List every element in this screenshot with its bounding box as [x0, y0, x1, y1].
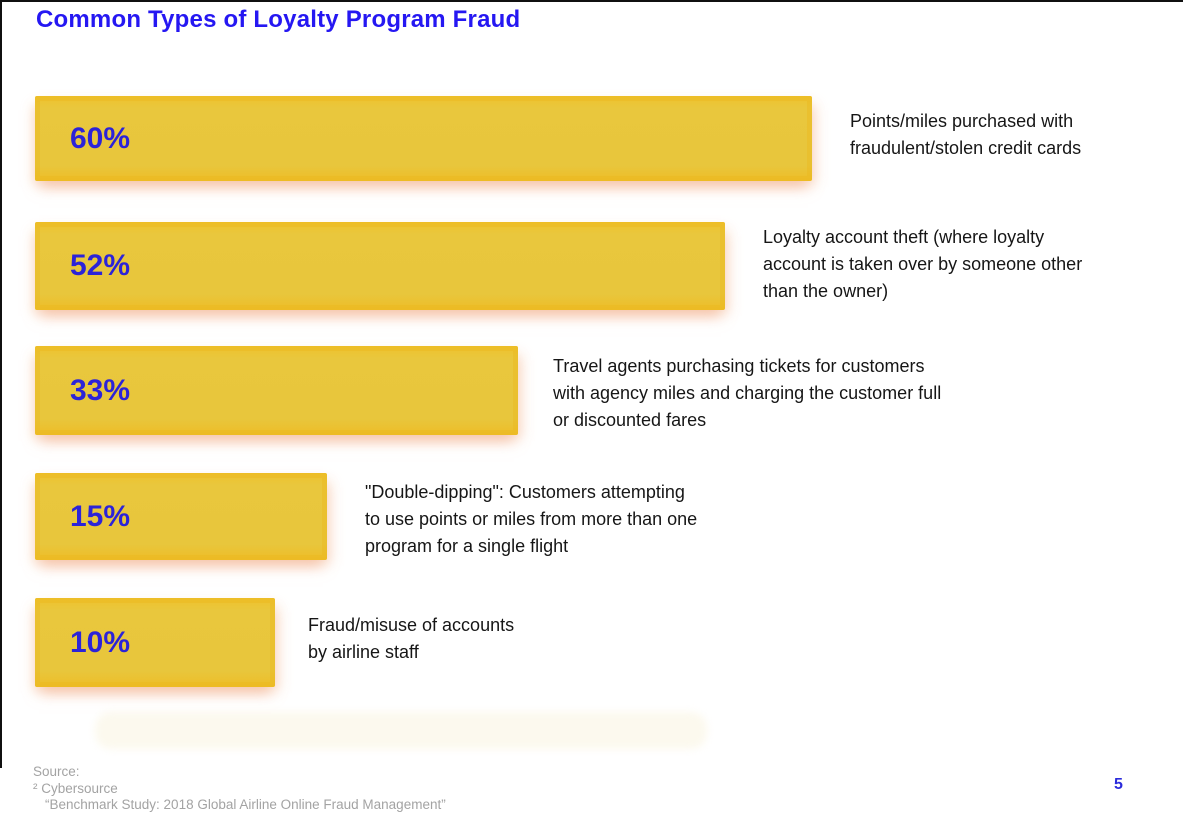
- bar-description: "Double-dipping": Customers attempting t…: [365, 482, 698, 556]
- source-label: Source:: [33, 764, 80, 779]
- bar-value-label: 33%: [70, 373, 131, 407]
- bar-value-label: 52%: [70, 249, 131, 282]
- chart-title: Common Types of Loyalty Program Fraud: [36, 6, 521, 33]
- bar-double-dipping: 15%: [35, 473, 327, 560]
- bar-description: Fraud/misuse of accounts by airline staf…: [308, 615, 515, 662]
- source-study-title: “Benchmark Study: 2018 Global Airline On…: [45, 797, 446, 812]
- bar-description: Points/miles purchased with fraudulent/s…: [850, 111, 1082, 158]
- bar-travel-agents: 33%: [35, 346, 518, 435]
- page-number: 5: [1114, 776, 1123, 793]
- top-edge-line: [0, 0, 1183, 2]
- bar-fraud-misuse-staff: 10%: [35, 598, 275, 687]
- bar-value-label: 10%: [70, 625, 131, 659]
- source-citation: ² Cybersource: [33, 780, 118, 796]
- faded-bar-artifact: [95, 712, 707, 749]
- bar-description: Loyalty account theft (where loyalty acc…: [763, 227, 1083, 301]
- source-note: Source: ² Cybersource “Benchmark Study: …: [33, 764, 446, 814]
- bar-points-miles-purchased: 60%: [35, 96, 812, 181]
- bar-description: Travel agents purchasing tickets for cus…: [553, 356, 942, 430]
- bar-value-label: 15%: [70, 499, 131, 533]
- bar-loyalty-account-theft: 52%: [35, 222, 725, 310]
- left-edge-line: [0, 0, 2, 768]
- bar-value-label: 60%: [70, 121, 131, 155]
